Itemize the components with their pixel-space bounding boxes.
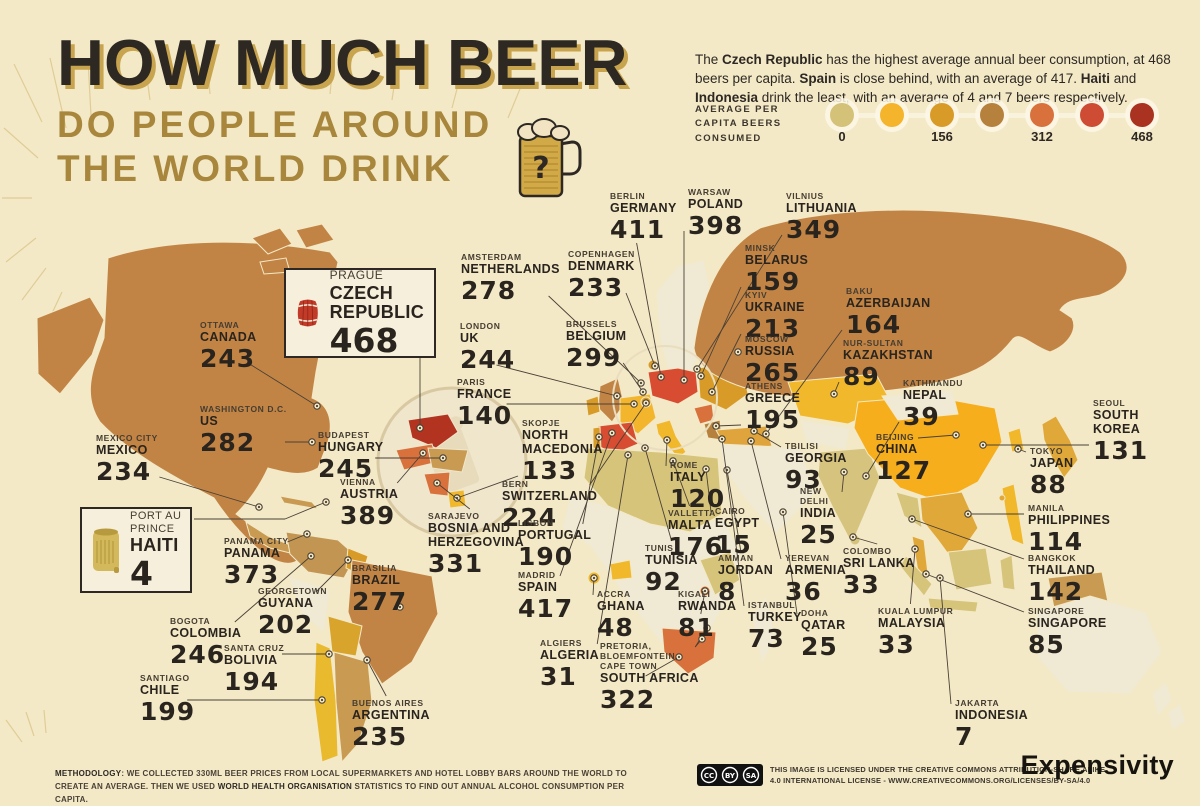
haiti-callout-box: PORT AU PRINCE HAITI 4 <box>80 507 192 593</box>
legend-tick-label: 156 <box>931 129 953 144</box>
legend-stop-2 <box>930 103 954 127</box>
legend-label: AVERAGE PER CAPITA BEERS CONSUMED <box>695 104 782 144</box>
license-text: THIS IMAGE IS LICENSED UNDER THE CREATIV… <box>770 765 1106 786</box>
country-canada-us-mexico <box>89 241 339 564</box>
country-madagascar <box>751 594 777 666</box>
callout-city: PRAGUE <box>329 268 384 283</box>
svg-text:SA: SA <box>746 772 757 780</box>
title-block: HOW MUCH BEER DO PEOPLE AROUND THE WORLD… <box>57 30 628 190</box>
country-alaska <box>36 296 105 395</box>
svg-text:?: ? <box>532 151 549 186</box>
country-new-zealand <box>1151 681 1187 731</box>
inset-czech-republic <box>407 413 459 449</box>
country-sulawesi <box>999 554 1016 591</box>
country-borneo <box>947 547 993 591</box>
creative-commons-icon: CC BY SA <box>697 764 763 786</box>
country-japan <box>1041 415 1079 479</box>
legend-tick-label: 312 <box>1031 129 1053 144</box>
balkans <box>693 403 715 425</box>
west-africa-gold <box>609 559 633 581</box>
inset-hungary <box>427 447 469 473</box>
country-taiwan <box>998 494 1006 502</box>
callout-value: 4 <box>130 554 153 594</box>
east-africa <box>699 551 741 596</box>
country-peru <box>287 575 331 633</box>
country-ireland <box>585 395 601 417</box>
country-australia <box>1035 595 1163 695</box>
legend-stop-6 <box>1130 103 1154 127</box>
africa-main <box>561 495 743 667</box>
beer-can-icon <box>93 528 119 573</box>
country-philippines <box>1001 483 1025 546</box>
legend-stop-4 <box>1030 103 1054 127</box>
lens-source-ring <box>612 345 718 451</box>
legend-tick-label: 0 <box>838 129 846 144</box>
arctic-islands <box>251 223 335 275</box>
intro-paragraph: The Czech Republic has the highest avera… <box>695 51 1171 105</box>
legend-stop-0 <box>830 103 854 127</box>
page-title: HOW MUCH BEER <box>57 26 628 99</box>
legend-tick-label: 468 <box>1131 129 1153 144</box>
brand-logo: Expensivity <box>1020 750 1174 780</box>
callout-country: HAITI <box>130 535 179 556</box>
prague-callout-box: PRAGUE CZECH REPUBLIC 468 <box>284 268 436 358</box>
country-colombia <box>285 531 357 579</box>
legend-stop-5 <box>1080 103 1104 127</box>
country-brazil <box>347 559 439 685</box>
svg-text:BY: BY <box>725 772 736 780</box>
callout-value: 468 <box>329 320 399 360</box>
license-block: CC BY SA THIS IMAGE IS LICENSED UNDER TH… <box>697 764 1110 786</box>
country-bolivia <box>327 615 363 657</box>
page-subtitle: DO PEOPLE AROUND THE WORLD DRINK <box>57 104 493 189</box>
callout-country: CZECH REPUBLIC <box>329 283 424 322</box>
methodology-text: METHODOLOGY: WE COLLECTED 330ML BEER PRI… <box>55 769 627 804</box>
beer-mug-icon: ? <box>517 118 582 198</box>
callout-city: PORT AU PRINCE <box>130 509 182 535</box>
beer-barrel-icon <box>297 299 318 327</box>
country-cuba <box>279 495 320 510</box>
country-mongolia <box>881 389 959 421</box>
legend-stop-1 <box>880 103 904 127</box>
country-java <box>927 597 979 613</box>
sunburst-icon <box>2 41 523 743</box>
svg-text:CC: CC <box>704 772 714 780</box>
legend-stop-3 <box>980 103 1004 127</box>
